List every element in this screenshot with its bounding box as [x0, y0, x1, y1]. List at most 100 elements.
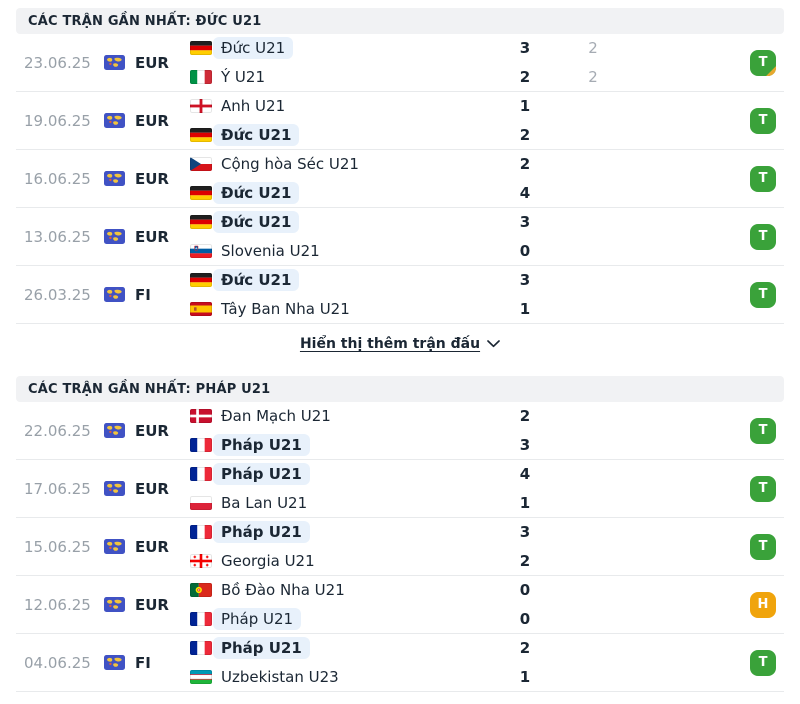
- home-score: 4: [519, 464, 531, 483]
- section-title: CÁC TRẬN GẦN NHẤT: ĐỨC U21: [28, 13, 262, 29]
- home-score: 3: [519, 522, 531, 541]
- competition: FI: [104, 286, 190, 304]
- away-team-name: Đức U21: [213, 124, 300, 146]
- home-team-line: Cộng hòa Séc U21: [190, 150, 502, 179]
- competition: EUR: [104, 170, 190, 188]
- away-team-name: Pháp U21: [213, 608, 302, 630]
- result-label: T: [758, 539, 768, 554]
- competition-globe-icon: [104, 597, 125, 612]
- match-row[interactable]: 12.06.25 EUR Bồ Đào Nha U21 Pháp U21: [16, 576, 784, 634]
- home-team-name: Anh U21: [221, 97, 286, 115]
- home-team-line: Pháp U21: [190, 634, 502, 663]
- home-team-name: Pháp U21: [213, 637, 310, 659]
- germany-flag-icon: [190, 273, 212, 287]
- score-columns: 0 0: [502, 576, 638, 633]
- competition-label: EUR: [135, 537, 169, 556]
- teams: Pháp U21 Uzbekistan U23: [190, 634, 502, 692]
- home-secondary-score: [548, 150, 638, 179]
- competition-label: EUR: [135, 169, 169, 188]
- away-team-line: Đức U21: [190, 179, 502, 208]
- result-label: T: [758, 55, 768, 70]
- result-badge: T: [750, 223, 776, 250]
- slovenia-flag-icon: [190, 244, 212, 258]
- denmark-flag-icon: [190, 409, 212, 423]
- match-row[interactable]: 04.06.25 FI Pháp U21 Uzbekistan U23: [16, 634, 784, 692]
- result-label: T: [758, 113, 768, 128]
- result-column: T: [638, 165, 784, 192]
- show-more-link[interactable]: Hiển thị thêm trận đấu: [300, 336, 500, 352]
- home-score: 2: [519, 638, 531, 657]
- match-row[interactable]: 15.06.25 EUR Pháp U21 Georgia U21: [16, 518, 784, 576]
- away-team-name: Ý U21: [221, 68, 265, 86]
- match-row[interactable]: 23.06.25 EUR Đức U21 Ý U21: [16, 34, 784, 92]
- secondary-score-column: [548, 402, 638, 460]
- result-column: T: [638, 475, 784, 502]
- home-team-name: Pháp U21: [213, 521, 310, 543]
- match-date: 19.06.25: [24, 111, 91, 130]
- away-secondary-score: [548, 547, 638, 576]
- home-secondary-score: [548, 402, 638, 431]
- result-badge: T: [750, 533, 776, 560]
- final-score-column: 3 0: [502, 208, 548, 266]
- teams: Pháp U21 Georgia U21: [190, 518, 502, 576]
- home-team-line: Anh U21: [190, 92, 502, 121]
- home-score: 2: [519, 406, 531, 425]
- match-date: 15.06.25: [24, 537, 91, 556]
- france-flag-icon: [190, 525, 212, 539]
- away-secondary-score: [548, 295, 638, 324]
- secondary-score-column: [548, 460, 638, 518]
- away-team-name: Uzbekistan U23: [221, 668, 339, 686]
- home-team-line: Đan Mạch U21: [190, 402, 502, 431]
- away-score: 0: [519, 241, 531, 260]
- match-date: 12.06.25: [24, 595, 91, 614]
- away-secondary-score: [548, 237, 638, 266]
- teams: Anh U21 Đức U21: [190, 92, 502, 150]
- secondary-score-column: [548, 634, 638, 692]
- result-column: T: [638, 107, 784, 134]
- result-column: T: [638, 533, 784, 560]
- home-score: 3: [519, 270, 531, 289]
- score-columns: 2 3: [502, 402, 638, 459]
- match-date: 13.06.25: [24, 227, 91, 246]
- final-score-column: 3 2: [502, 34, 548, 92]
- home-score: 2: [519, 154, 531, 173]
- match-date: 22.06.25: [24, 421, 91, 440]
- result-column: H: [638, 591, 784, 618]
- germany-flag-icon: [190, 128, 212, 142]
- section-title-bar: CÁC TRẬN GẦN NHẤT: ĐỨC U21: [16, 8, 784, 34]
- away-secondary-score: [548, 489, 638, 518]
- match-row[interactable]: 17.06.25 EUR Pháp U21 Ba Lan U21: [16, 460, 784, 518]
- france-flag-icon: [190, 467, 212, 481]
- match-row[interactable]: 22.06.25 EUR Đan Mạch U21 Pháp U21: [16, 402, 784, 460]
- away-team-line: Tây Ban Nha U21: [190, 295, 502, 324]
- score-columns: 3 1: [502, 266, 638, 323]
- competition-globe-icon: [104, 539, 125, 554]
- match-date: 23.06.25: [24, 53, 91, 72]
- home-team-name: Pháp U21: [213, 463, 310, 485]
- home-team-line: Đức U21: [190, 266, 502, 295]
- poland-flag-icon: [190, 496, 212, 510]
- match-row[interactable]: 19.06.25 EUR Anh U21 Đức U21: [16, 92, 784, 150]
- away-secondary-score: [548, 663, 638, 692]
- germany-flag-icon: [190, 215, 212, 229]
- match-row[interactable]: 26.03.25 FI Đức U21 Tây Ban Nha U21: [16, 266, 784, 324]
- score-columns: 1 2: [502, 92, 638, 149]
- home-team-line: Pháp U21: [190, 518, 502, 547]
- result-badge: H: [750, 591, 776, 618]
- final-score-column: 2 1: [502, 634, 548, 692]
- result-label: T: [758, 287, 768, 302]
- match-row[interactable]: 13.06.25 EUR Đức U21 Slovenia U21: [16, 208, 784, 266]
- result-column: T: [638, 49, 784, 76]
- competition-label: EUR: [135, 53, 169, 72]
- secondary-score-column: [548, 92, 638, 150]
- final-score-column: 3 2: [502, 518, 548, 576]
- away-secondary-score: [548, 121, 638, 150]
- home-score: 0: [519, 580, 531, 599]
- competition-globe-icon: [104, 481, 125, 496]
- match-row[interactable]: 16.06.25 EUR Cộng hòa Séc U21 Đức U21: [16, 150, 784, 208]
- home-secondary-score: [548, 634, 638, 663]
- match-list: 23.06.25 EUR Đức U21 Ý U21: [16, 34, 784, 324]
- match-date: 04.06.25: [24, 653, 91, 672]
- away-score: 1: [519, 493, 531, 512]
- result-badge: T: [750, 165, 776, 192]
